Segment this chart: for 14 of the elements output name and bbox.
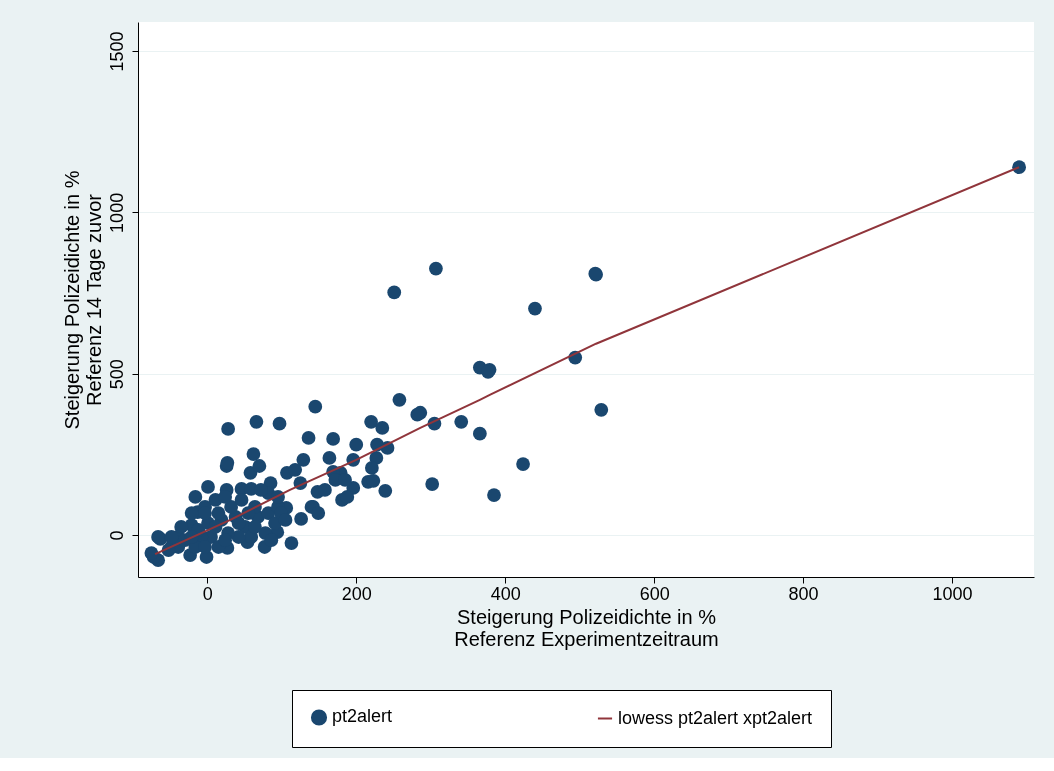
- x-tick-label: 400: [490, 583, 521, 604]
- x-tick-label: 800: [788, 583, 819, 604]
- legend-label: pt2alert: [332, 706, 393, 727]
- x-tick-label: 200: [341, 583, 372, 604]
- x-tick-label: 0: [202, 583, 213, 604]
- legend-label: lowess pt2alert xpt2alert: [618, 707, 813, 728]
- y-axis-title: Steigerung Polizeidichte in % Referenz 14 Tage zuvor: [60, 170, 105, 430]
- y-tick-label: 1500: [106, 31, 127, 72]
- x-axis-title: Steigerung Polizeidichte in % Referenz Experimentzeitraum: [454, 605, 719, 650]
- y-tick-label: 500: [106, 359, 127, 390]
- y-tick-label: 1000: [106, 192, 127, 233]
- x-tick-label: 1000: [932, 583, 973, 604]
- x-tick-label: 600: [639, 583, 670, 604]
- y-tick-label: 0: [106, 530, 127, 541]
